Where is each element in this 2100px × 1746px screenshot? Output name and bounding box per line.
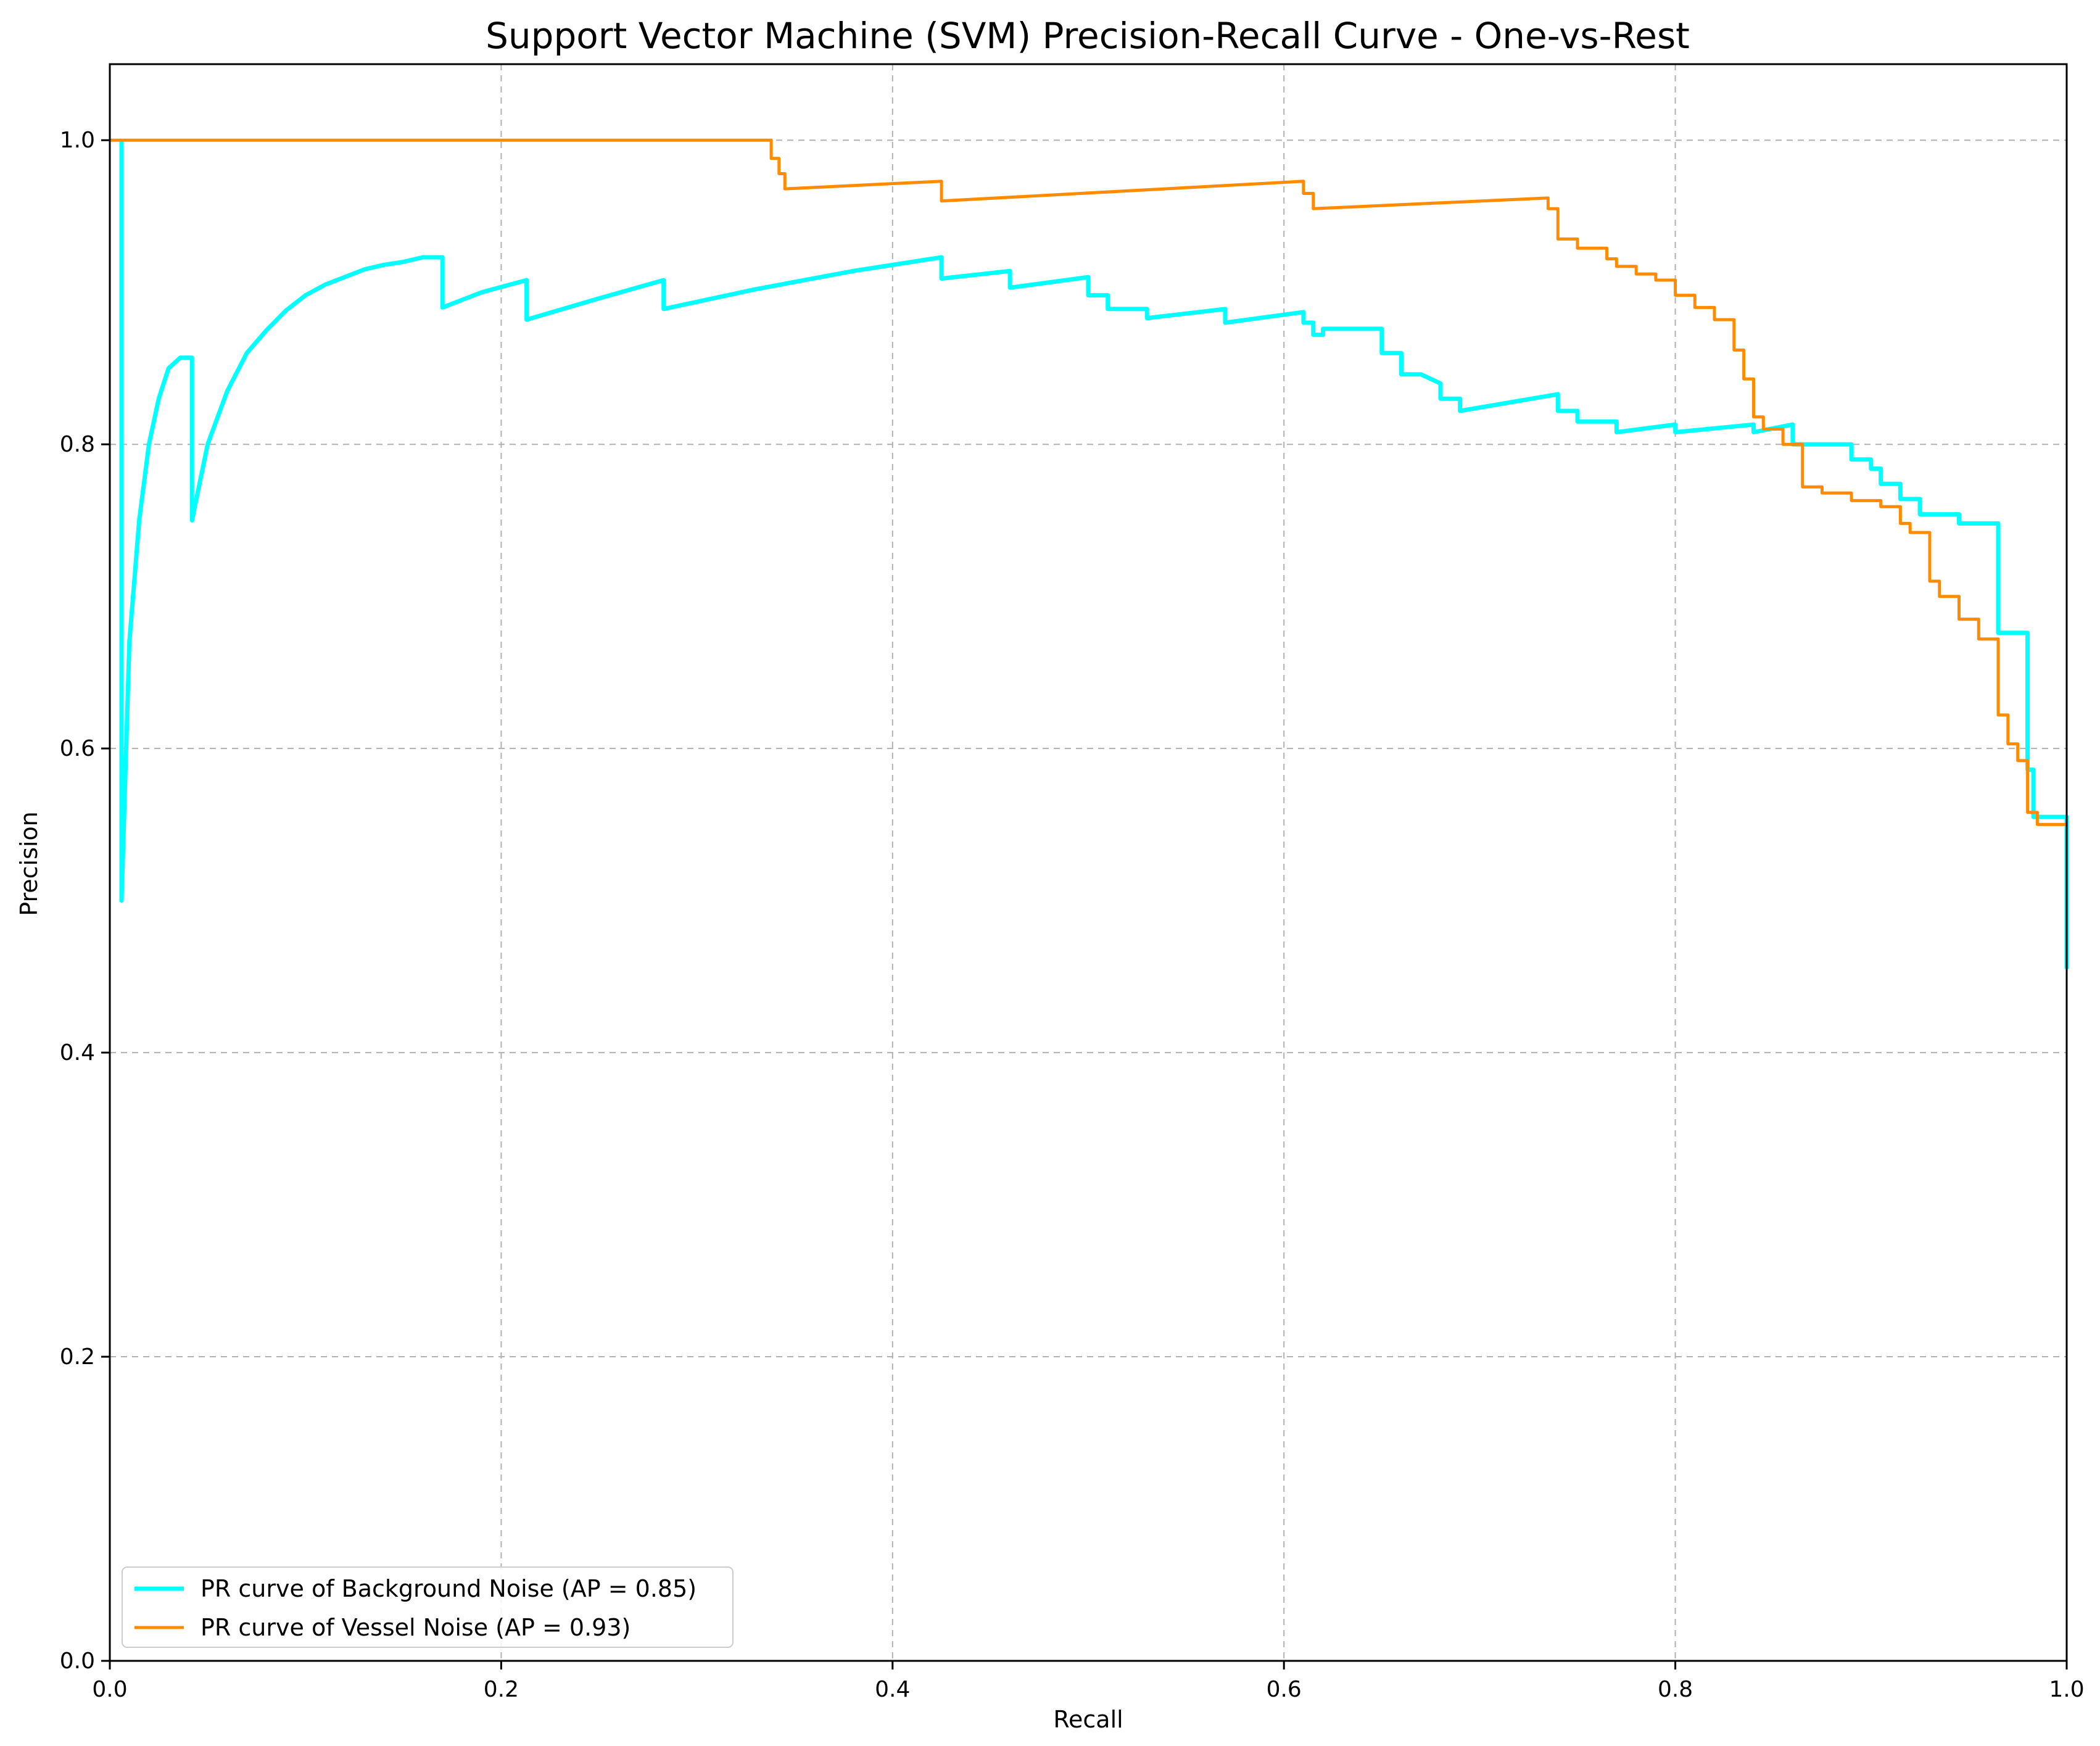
x-axis-label: Recall	[1053, 1706, 1123, 1733]
x-tick-label: 0.4	[875, 1677, 910, 1702]
grid-lines	[109, 64, 2067, 1661]
x-tick-label: 0.6	[1267, 1677, 1302, 1702]
y-tick-label: 0.4	[60, 1040, 95, 1065]
x-tick-label: 0.0	[92, 1677, 127, 1702]
x-axis-ticks: 0.0 0.2 0.4 0.6 0.8 1.0	[92, 1661, 2085, 1702]
series-lines	[110, 138, 2069, 969]
legend-label-background-noise: PR curve of Background Noise (AP = 0.85)	[200, 1575, 697, 1602]
y-axis-ticks: 0.0 0.2 0.4 0.6 0.8 1.0	[60, 128, 110, 1674]
y-tick-label: 0.6	[60, 736, 95, 761]
legend-label-vessel-noise: PR curve of Vessel Noise (AP = 0.93)	[200, 1614, 630, 1641]
y-tick-label: 1.0	[60, 128, 95, 153]
plot-area-frame	[109, 63, 2068, 1662]
y-axis-label: Precision	[15, 811, 43, 916]
legend: PR curve of Background Noise (AP = 0.85)…	[122, 1566, 734, 1648]
chart-title: Support Vector Machine (SVM) Precision-R…	[486, 15, 1690, 57]
series-line-vessel-noise	[110, 138, 2067, 826]
series-line-background-noise	[119, 140, 2069, 969]
y-tick-label: 0.0	[60, 1649, 95, 1674]
x-tick-label: 0.8	[1658, 1677, 1693, 1702]
x-tick-label: 1.0	[2049, 1677, 2084, 1702]
x-tick-label: 0.2	[484, 1677, 519, 1702]
y-tick-label: 0.2	[60, 1344, 95, 1370]
y-tick-label: 0.8	[60, 432, 95, 457]
legend-box	[122, 1566, 734, 1648]
